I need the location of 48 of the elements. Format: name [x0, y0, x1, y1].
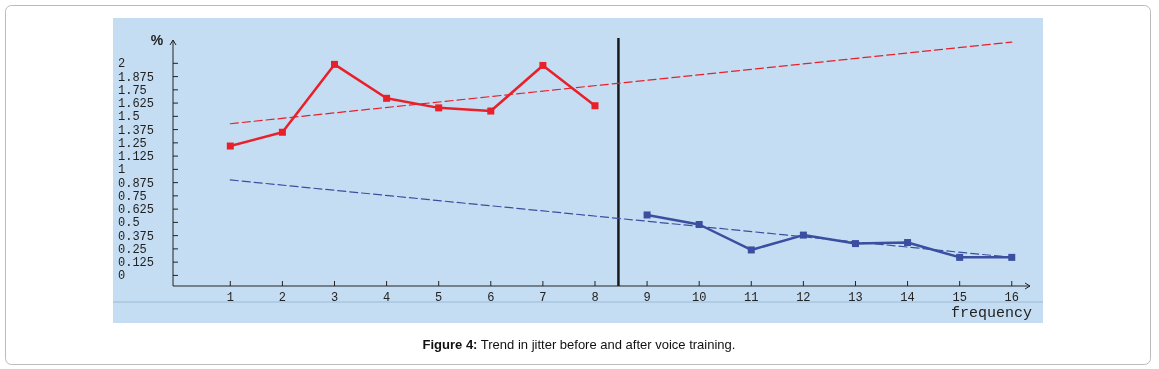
y-tick-label: 1.75: [118, 83, 147, 98]
y-axis-title: %: [150, 32, 164, 48]
y-tick-label: 1: [118, 163, 126, 178]
x-tick-label: 11: [744, 291, 759, 305]
y-tick-label: 1.375: [118, 123, 155, 138]
x-tick-label: 6: [487, 291, 495, 305]
y-tick-label: 0.625: [118, 203, 155, 218]
y-tick-label: 0.125: [118, 256, 155, 271]
point: [539, 61, 547, 69]
point: [435, 104, 443, 112]
point: [956, 253, 964, 261]
point: [226, 142, 234, 150]
x-tick-label: 4: [383, 291, 391, 305]
y-tick-label: 0.25: [118, 242, 147, 257]
x-tick-label: 7: [539, 291, 547, 305]
x-tick-label: 12: [796, 291, 811, 305]
y-tick-label: 2: [118, 57, 126, 72]
x-tick-label: 16: [1004, 291, 1019, 305]
point: [278, 128, 286, 136]
y-tick-label: 1.875: [118, 70, 155, 85]
x-tick-label: 5: [435, 291, 443, 305]
y-tick-label: 1.625: [118, 97, 155, 112]
y-tick-label: 0.75: [118, 189, 147, 204]
point: [904, 239, 912, 247]
x-tick-label: 2: [278, 291, 287, 305]
y-tick-label: 0.875: [118, 176, 155, 191]
caption: Figure 4: Trend in jitter before and after voice training.: [422, 337, 736, 352]
x-tick-label: 9: [643, 291, 651, 305]
point: [331, 60, 338, 68]
point: [643, 211, 651, 219]
x-tick-label: 3: [330, 291, 339, 305]
x-axis-title: frequency: [950, 305, 1032, 322]
y-tick-label: 1.125: [118, 150, 155, 165]
y-tick-label: 0.375: [118, 229, 155, 244]
point: [747, 246, 755, 254]
point: [383, 94, 391, 102]
y-tick-label: 0: [118, 269, 126, 284]
x-tick-label: 15: [952, 291, 967, 305]
y-tick-label: 0.5: [118, 216, 140, 231]
x-tick-label: 14: [900, 291, 915, 305]
y-tick-label: 1.5: [118, 110, 140, 125]
x-tick-label: 1: [226, 291, 234, 305]
x-tick-label: 10: [691, 291, 707, 305]
y-tick-label: 1.25: [118, 136, 147, 151]
point: [487, 107, 495, 115]
x-tick-label: 13: [848, 291, 863, 305]
point: [591, 102, 599, 110]
x-tick-label: 8: [591, 291, 599, 305]
